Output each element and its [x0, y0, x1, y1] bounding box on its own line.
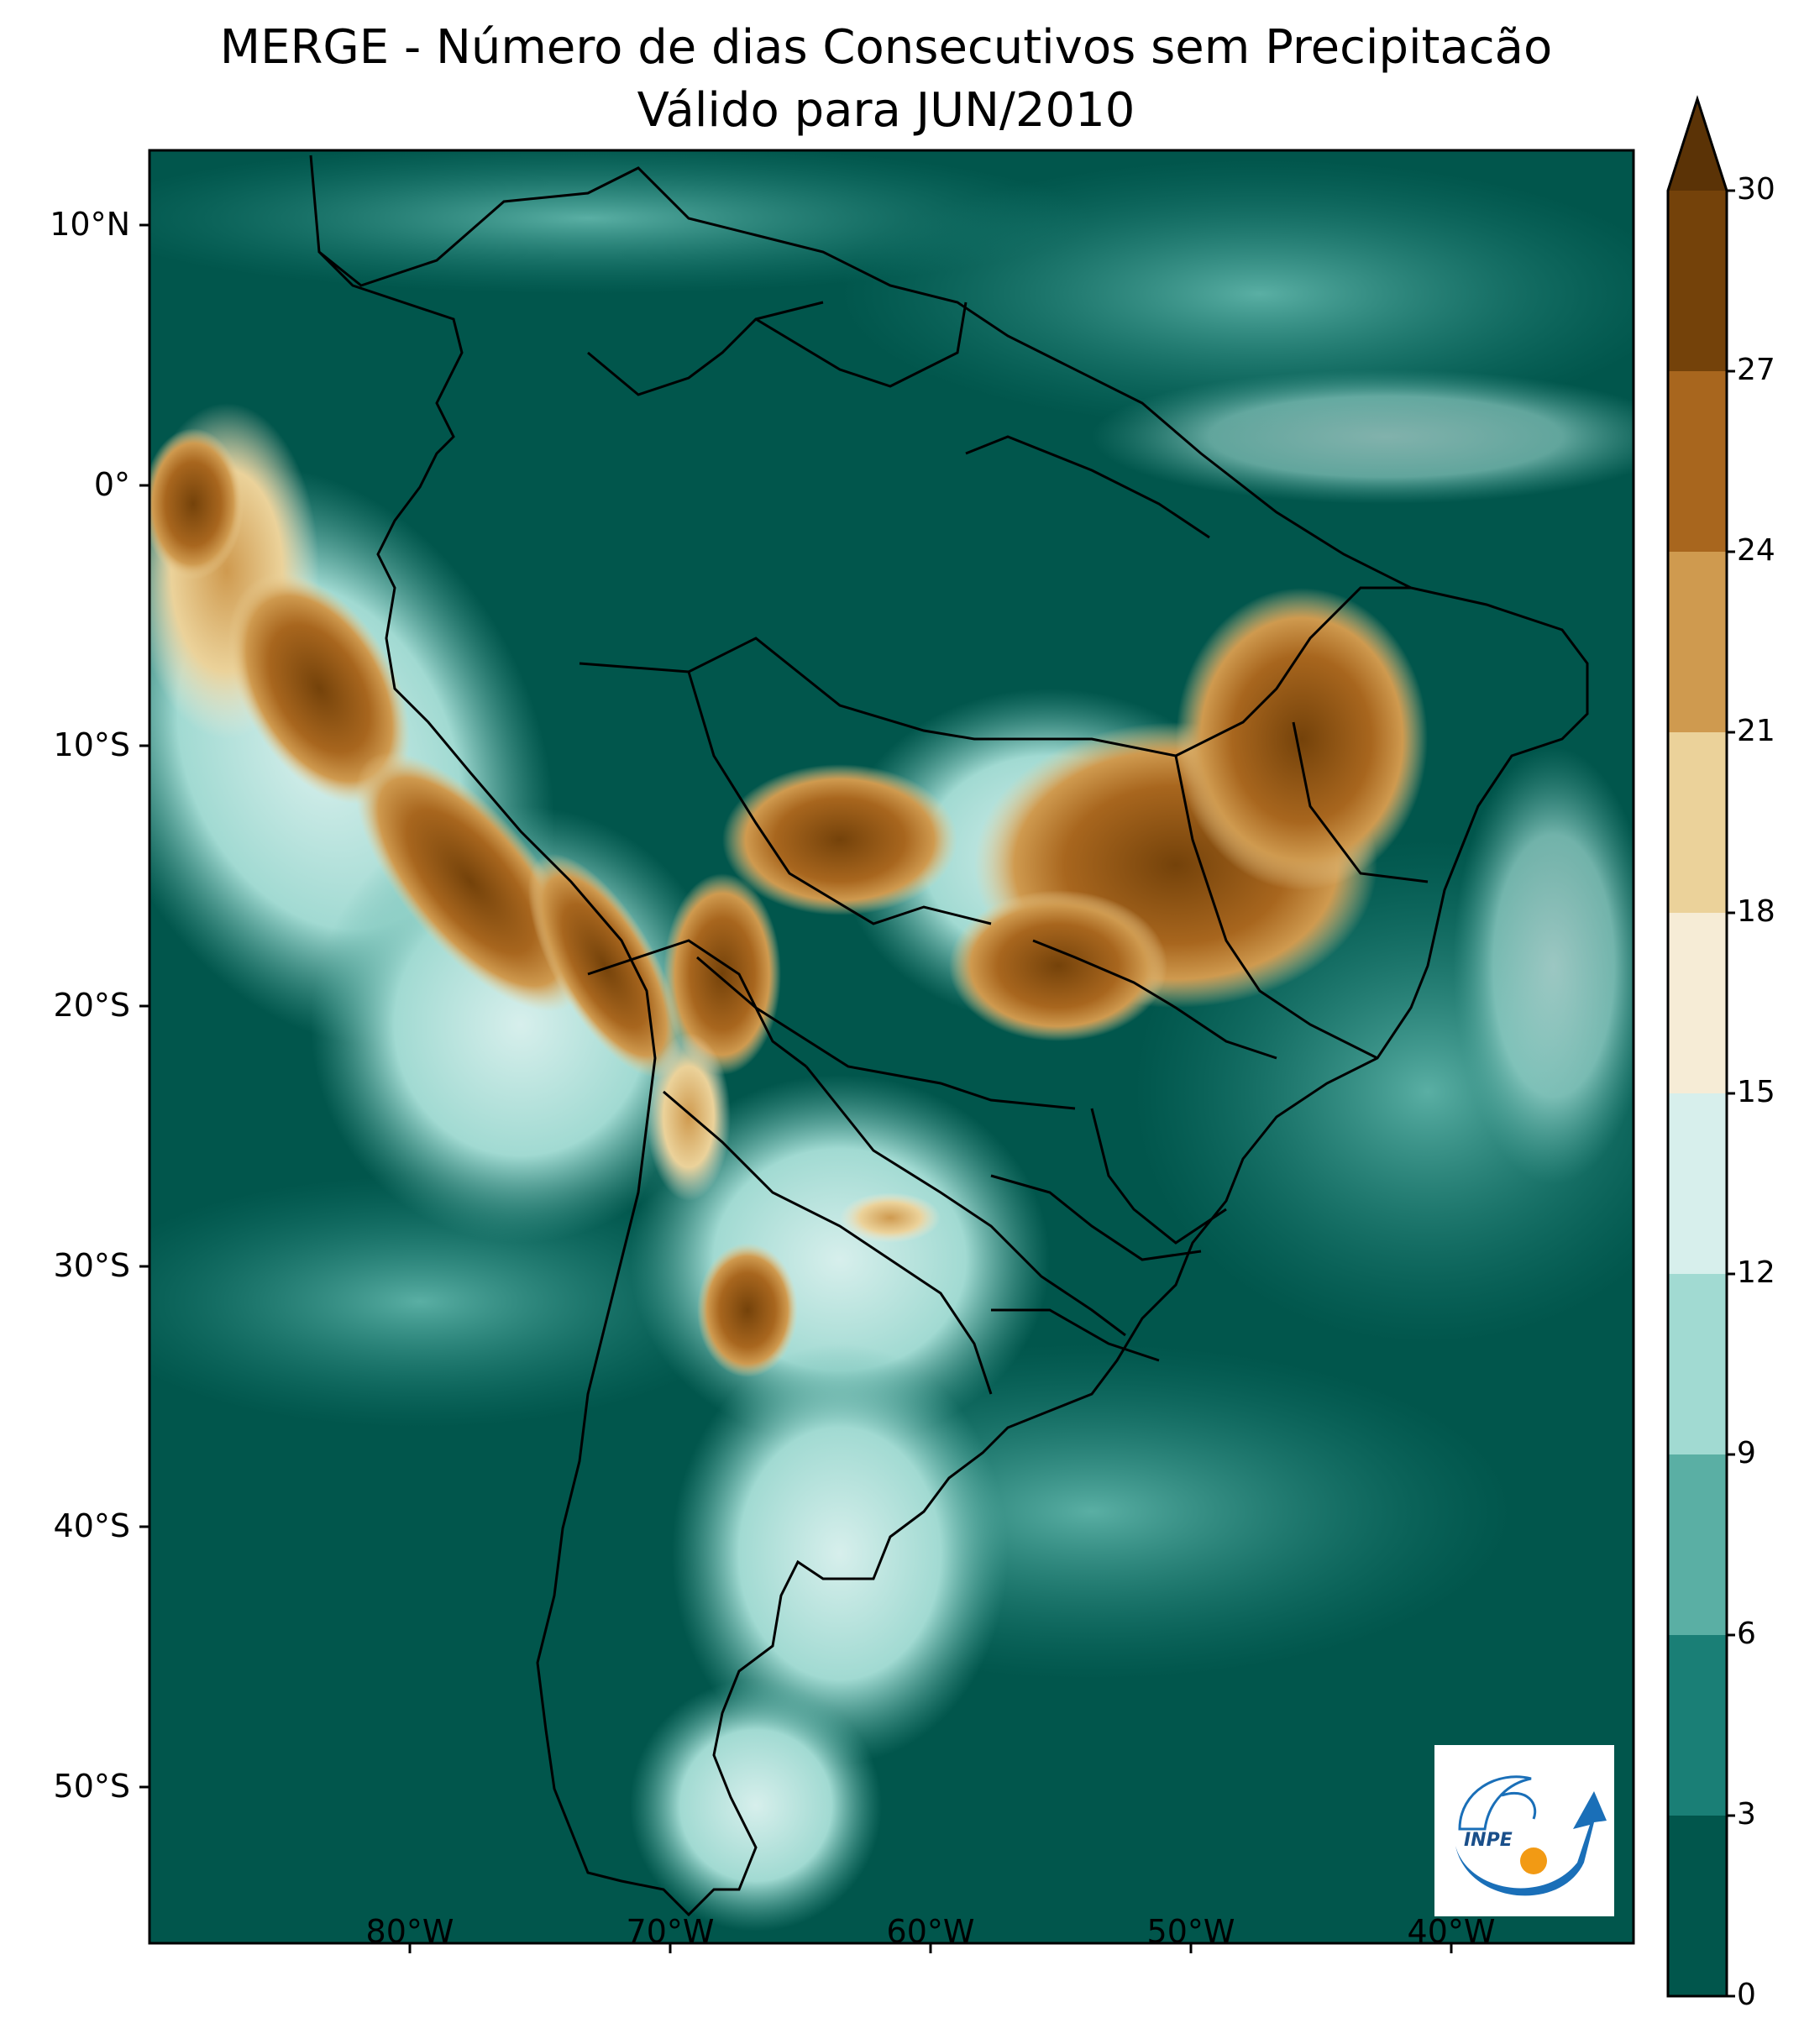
lat-label-10n: 10°N: [50, 206, 130, 243]
map-field: [149, 150, 1634, 1943]
borders: [309, 155, 1589, 1917]
colorbar-label-30: 30: [1737, 172, 1775, 207]
colorbar-label-9: 9: [1737, 1436, 1756, 1470]
colorbar-label-24: 24: [1737, 533, 1775, 568]
lon-ticks: [408, 1943, 1453, 1953]
lon-label-50w: 50°W: [1146, 1913, 1235, 1950]
lat-label-0: 0°: [93, 466, 130, 503]
colorbar-label-27: 27: [1737, 353, 1775, 387]
map-border: [148, 149, 1635, 1945]
lat-label-50s: 50°S: [53, 1768, 130, 1805]
lon-label-40w: 40°W: [1407, 1913, 1496, 1950]
inpe-logo-graphic: INPE: [1455, 1775, 1607, 1896]
lat-label-20s: 20°S: [53, 987, 130, 1024]
colorbar-label-15: 15: [1737, 1075, 1775, 1109]
map-title: MERGE - Número de dias Consecutivos sem …: [219, 20, 1553, 75]
logo-text: INPE: [1464, 1830, 1513, 1851]
colorbar-label-0: 0: [1737, 1978, 1756, 2012]
lat-ticks: [139, 223, 149, 1789]
lat-label-40s: 40°S: [53, 1507, 130, 1544]
map-subtitle: Válido para JUN/2010: [637, 83, 1135, 138]
colorbar: [1666, 95, 1735, 1998]
inpe-logo: INPE: [1434, 1745, 1614, 1916]
lon-label-60w: 60°W: [886, 1913, 975, 1950]
colorbar-label-6: 6: [1737, 1617, 1756, 1651]
lon-label-70w: 70°W: [626, 1913, 715, 1950]
colorbar-label-18: 18: [1737, 894, 1775, 929]
colorbar-label-3: 3: [1737, 1797, 1756, 1832]
lat-label-10s: 10°S: [53, 726, 130, 763]
lon-label-80w: 80°W: [365, 1913, 454, 1950]
colorbar-label-12: 12: [1737, 1255, 1775, 1290]
colorbar-label-21: 21: [1737, 714, 1775, 748]
lat-label-30s: 30°S: [53, 1247, 130, 1284]
